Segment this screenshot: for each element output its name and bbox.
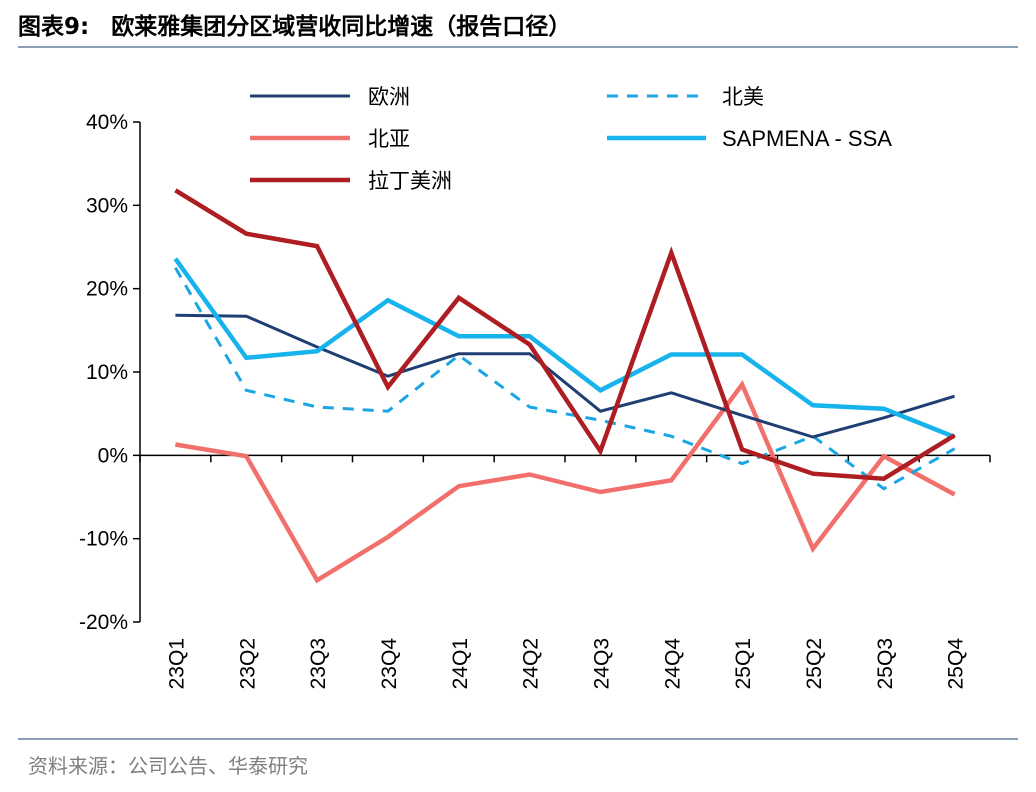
x-tick-label: 23Q1: [165, 638, 188, 689]
series-line-3: [173, 257, 956, 440]
y-tick-label: -20%: [79, 611, 128, 634]
legend-label-1: 北美: [722, 85, 764, 109]
y-tick-label: -10%: [79, 528, 128, 551]
figure-title: 图表9: 欧莱雅集团分区域营收同比增速（报告口径）: [18, 10, 571, 44]
legend-label-4: 拉丁美洲: [368, 169, 452, 193]
x-tick-label: 25Q4: [945, 638, 968, 690]
legend-label-2: 北亚: [368, 127, 410, 151]
figure-number: 图表9:: [18, 14, 90, 40]
x-tick-label: 24Q2: [520, 638, 543, 689]
series-line-1: [174, 267, 956, 491]
x-tick-label: 23Q4: [378, 638, 401, 690]
x-tick-label: 25Q1: [732, 638, 755, 689]
x-tick-label: 24Q4: [661, 638, 684, 690]
chart-axes: -20% -10% 0% 10% 20% 30% 40% 23Q1 23Q2 23Q3 23Q4 24…: [79, 111, 991, 690]
x-tick-label: 24Q3: [590, 638, 613, 689]
chart-series-lines: [173, 188, 956, 584]
y-tick-label: 30%: [86, 194, 128, 217]
y-tick-label: 20%: [86, 278, 128, 301]
y-tick-label: 40%: [86, 111, 128, 134]
figure-title-text: 欧莱雅集团分区域营收同比增速（报告口径）: [111, 14, 572, 40]
bottom-divider: [18, 738, 1018, 740]
x-tick-label: 25Q2: [803, 638, 826, 689]
top-divider: [18, 46, 1018, 48]
x-tick-label: 23Q3: [307, 638, 330, 689]
y-tick-label: 10%: [86, 361, 128, 384]
source-note: 资料来源：公司公告、华泰研究: [28, 754, 308, 778]
series-line-2: [175, 380, 956, 584]
y-tick-label: 0%: [98, 444, 128, 467]
x-tick-label: 24Q1: [449, 638, 472, 689]
legend-label-0: 欧洲: [368, 85, 410, 109]
legend-label-3: SAPMENA - SSA: [722, 126, 892, 151]
x-tick-label: 25Q3: [874, 638, 897, 689]
x-tick-label: 23Q2: [236, 638, 259, 689]
series-line-0: [175, 313, 956, 439]
series-line-4: [174, 188, 956, 481]
